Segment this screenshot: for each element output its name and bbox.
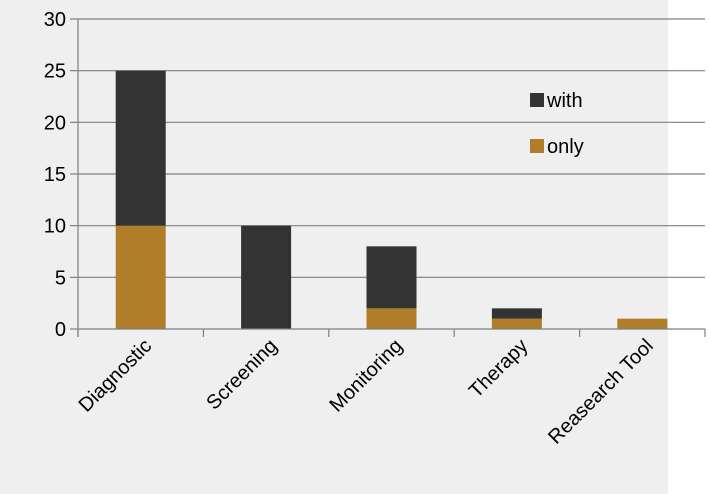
legend: with only [530, 90, 584, 158]
legend-swatch-only [530, 139, 544, 153]
bar-only-4 [617, 318, 668, 329]
bar-only-3 [491, 318, 542, 329]
y-tick-label: 15 [44, 164, 66, 186]
y-tick-label: 10 [44, 216, 66, 238]
bar-with-0 [115, 70, 166, 226]
y-tick-label: 20 [44, 112, 66, 134]
legend-label-with: with [546, 90, 583, 112]
y-tick-label: 5 [55, 267, 66, 289]
y-tick-label: 0 [55, 319, 66, 341]
bars [115, 70, 668, 329]
plot-background [0, 0, 668, 494]
legend-label-only: only [547, 136, 584, 158]
bar-with-1 [241, 225, 292, 329]
bar-with-3 [491, 308, 542, 319]
y-tick-label: 25 [44, 61, 66, 83]
axes [77, 19, 706, 337]
bar-only-0 [115, 225, 166, 329]
bar-only-2 [366, 308, 417, 329]
bar-with-2 [366, 246, 417, 309]
legend-swatch-with [530, 93, 544, 107]
y-tick-label: 30 [44, 9, 66, 31]
y-axis-tick-labels: 0 5 10 15 20 25 30 [44, 9, 66, 341]
